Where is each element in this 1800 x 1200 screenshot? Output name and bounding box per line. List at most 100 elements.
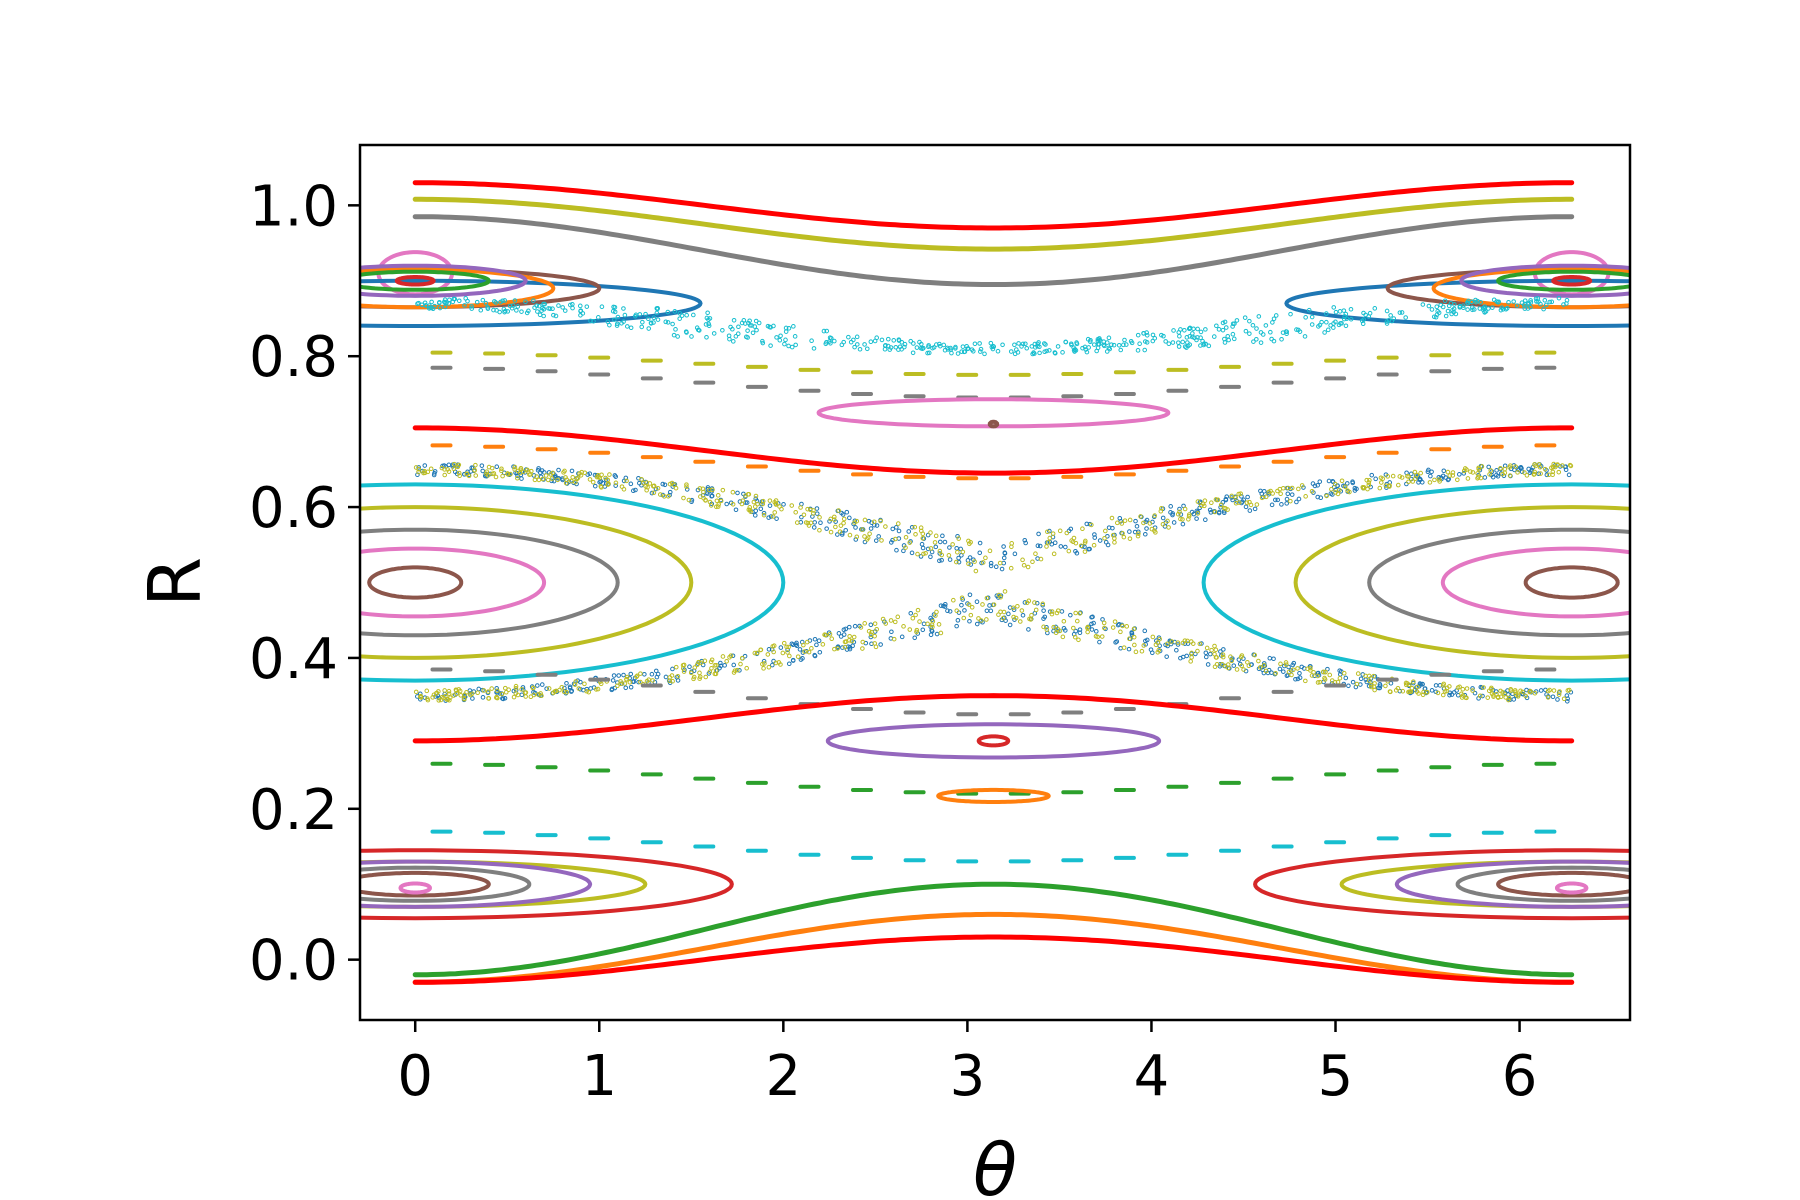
chaotic-point	[1358, 676, 1364, 682]
chaotic-point	[1216, 327, 1222, 332]
chaotic-point	[1442, 298, 1448, 304]
chaotic-point	[1178, 327, 1183, 332]
chaotic-point	[793, 509, 799, 515]
chaotic-point	[925, 532, 931, 538]
chaotic-point	[1344, 481, 1350, 486]
chaotic-point	[953, 344, 958, 350]
chaotic-point	[1261, 661, 1267, 666]
chaotic-point	[1315, 673, 1320, 679]
chaotic-point	[624, 324, 630, 329]
chaotic-point	[1066, 548, 1072, 554]
chaotic-point	[1218, 502, 1224, 508]
chaotic-point	[1002, 550, 1008, 555]
chaotic-point	[1511, 299, 1516, 304]
chaotic-point	[622, 312, 628, 318]
chaotic-point	[938, 603, 944, 608]
chaotic-point	[1012, 551, 1018, 557]
chaotic-point	[611, 673, 617, 678]
chaotic-point	[1491, 692, 1496, 698]
chaotic-point	[1514, 303, 1520, 308]
chaotic-point	[1296, 496, 1302, 502]
chaotic-point	[1122, 518, 1128, 523]
chaotic-point	[767, 324, 772, 330]
chaotic-point	[1365, 486, 1370, 492]
chaotic-point	[695, 327, 701, 333]
chaotic-point	[1302, 334, 1308, 339]
chaotic-point	[988, 563, 994, 569]
chaotic-point	[1294, 327, 1299, 332]
chaotic-point	[1350, 679, 1356, 685]
chaotic-point	[1112, 619, 1118, 624]
chaotic-point	[942, 602, 948, 607]
chaotic-point	[1029, 612, 1034, 618]
chaotic-point	[1106, 345, 1112, 351]
chaotic-point	[1479, 464, 1485, 469]
chaotic-point	[932, 540, 938, 545]
chaotic-point	[644, 487, 649, 493]
chaotic-point	[731, 662, 737, 668]
chaotic-point	[1373, 476, 1378, 482]
chaotic-point	[1317, 479, 1323, 484]
chaotic-point	[456, 687, 462, 692]
chaotic-point	[1343, 323, 1349, 329]
chaotic-point	[564, 689, 570, 695]
chaotic-point	[939, 557, 944, 563]
chaotic-point	[1269, 670, 1274, 675]
chaotic-point	[838, 634, 844, 639]
chaotic-point	[1155, 640, 1161, 645]
chaotic-point	[1073, 549, 1078, 554]
chaotic-point	[621, 486, 627, 492]
chaotic-point	[1236, 657, 1242, 662]
chaotic-point	[824, 526, 829, 531]
chaotic-point	[694, 325, 700, 330]
chaotic-point	[1429, 307, 1435, 312]
chaotic-point	[1428, 473, 1433, 479]
chaotic-point	[462, 696, 467, 702]
chaotic-point	[439, 465, 445, 471]
chaotic-point	[814, 642, 819, 648]
chaotic-point	[502, 695, 508, 701]
chaotic-point	[928, 554, 933, 560]
chaotic-point	[1315, 680, 1321, 685]
chaotic-point	[441, 299, 447, 305]
chaotic-point	[1378, 480, 1384, 485]
chaotic-point	[1150, 332, 1156, 338]
chaotic-point	[1152, 528, 1157, 533]
chaotic-point	[1032, 600, 1037, 605]
chaotic-point	[718, 498, 724, 504]
chaotic-point	[1221, 647, 1226, 652]
chaotic-point	[588, 318, 593, 324]
chaotic-point	[772, 499, 777, 505]
chaotic-point	[1526, 300, 1531, 306]
chaotic-point	[1550, 694, 1556, 700]
chaotic-point	[1566, 687, 1572, 693]
chaotic-point	[1019, 344, 1024, 349]
chaotic-point	[977, 540, 983, 546]
chaotic-point	[823, 632, 829, 638]
chaotic-point	[413, 689, 419, 695]
chaotic-point	[1447, 473, 1453, 478]
chaotic-point	[1222, 319, 1228, 325]
chaotic-point	[505, 472, 511, 477]
chaotic-point	[1447, 692, 1452, 698]
chaotic-point	[1044, 544, 1049, 549]
chaotic-point	[613, 480, 619, 486]
chaotic-point	[1432, 477, 1437, 483]
chaotic-point	[1180, 654, 1186, 660]
chaotic-point	[538, 691, 543, 696]
chaotic-point	[1395, 685, 1401, 691]
chaotic-point	[1118, 347, 1124, 353]
chaotic-point	[486, 464, 492, 470]
chaotic-point	[1137, 341, 1142, 347]
chaotic-point	[1058, 544, 1064, 549]
chaotic-point	[1296, 486, 1301, 492]
chaotic-point	[1299, 483, 1305, 488]
chaotic-point	[1520, 689, 1525, 695]
chaotic-point	[502, 298, 508, 303]
chaotic-point	[771, 643, 777, 649]
chaotic-point	[628, 325, 634, 331]
chaotic-point	[766, 515, 771, 520]
orbit-curve	[412, 196, 1575, 252]
chaotic-point	[627, 679, 633, 685]
chaotic-point	[836, 631, 842, 636]
